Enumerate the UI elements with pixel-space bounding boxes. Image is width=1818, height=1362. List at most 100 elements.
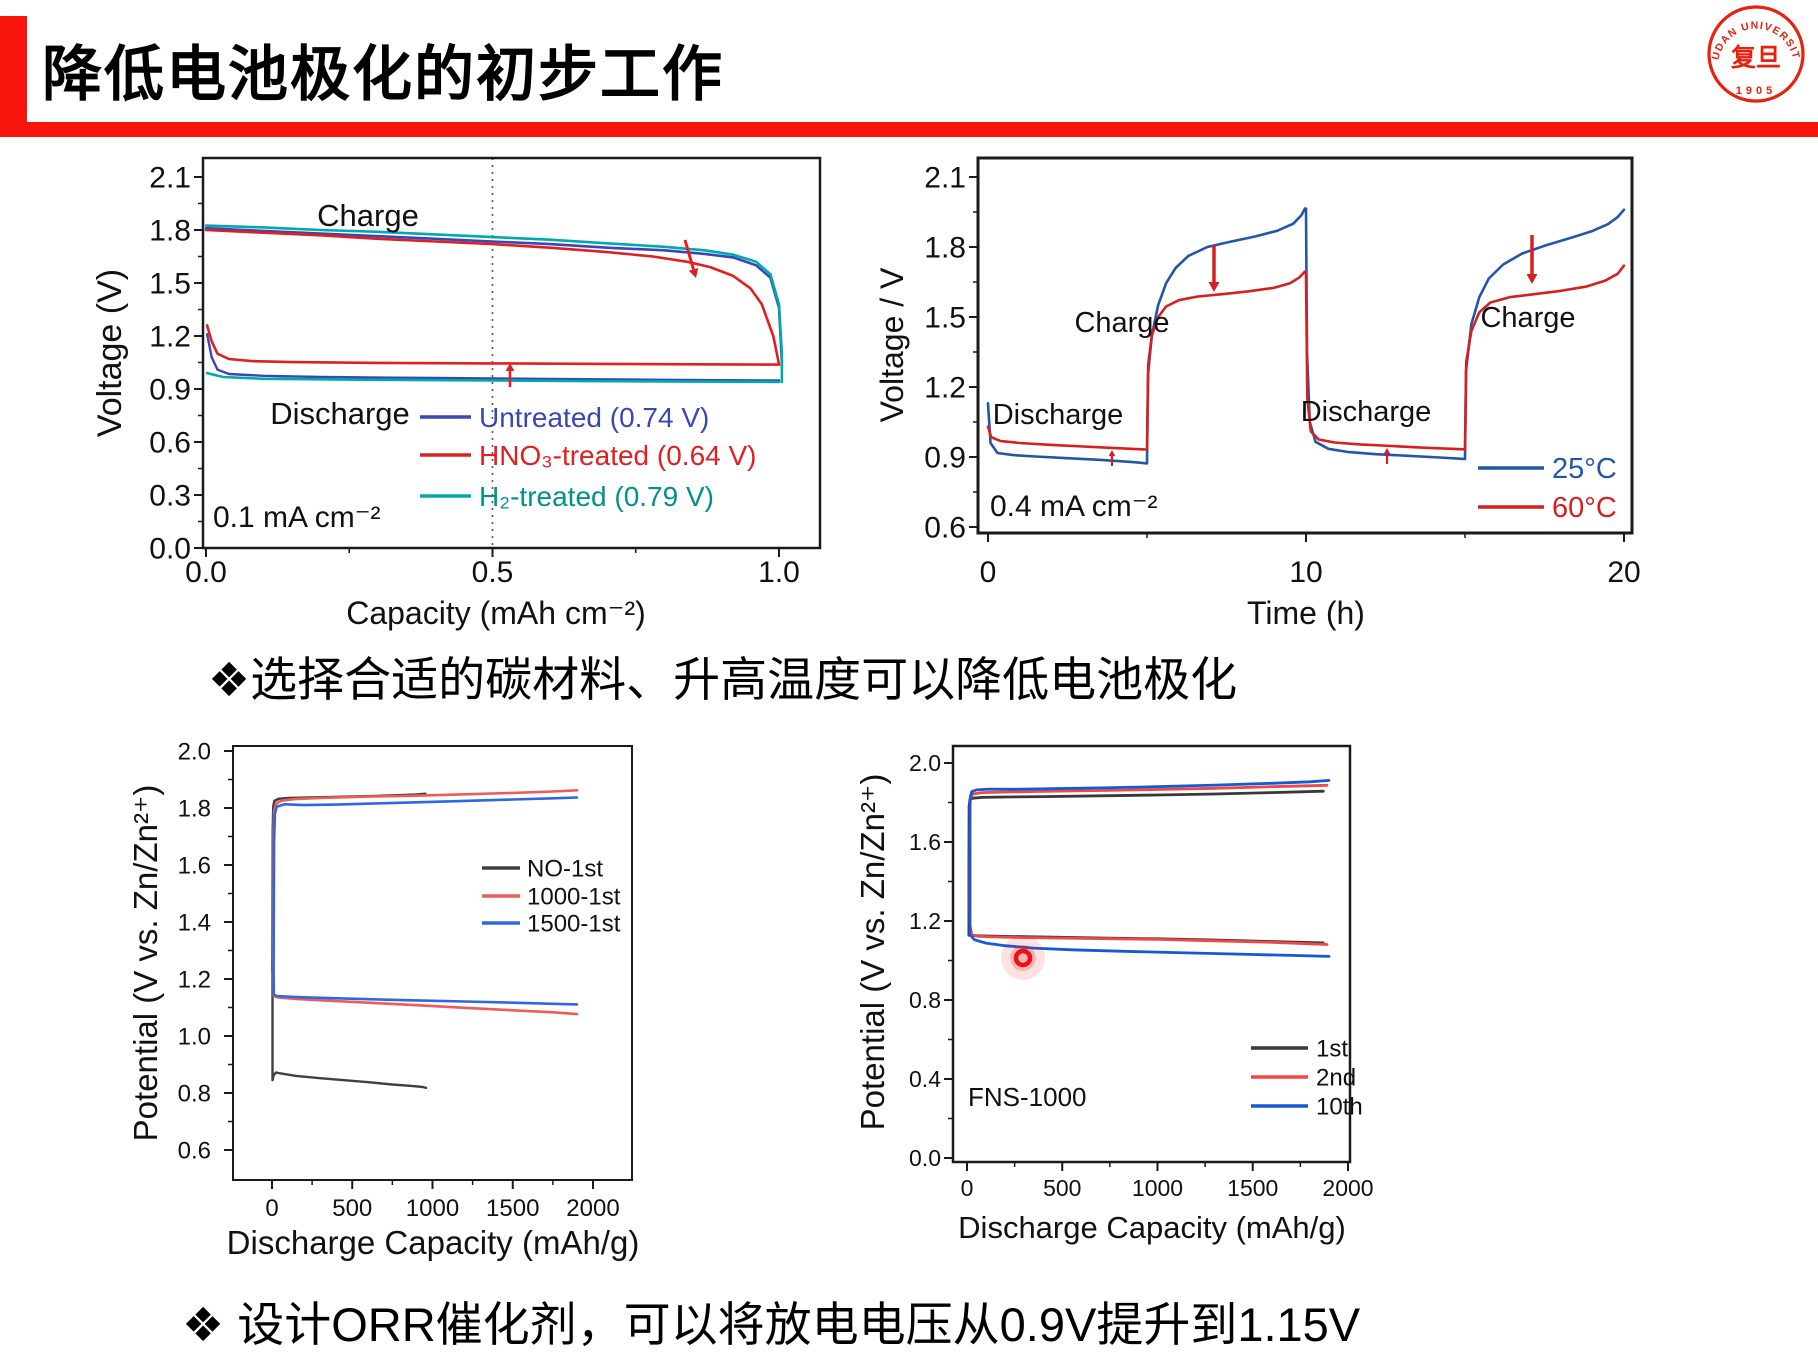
page-title: 降低电池极化的初步工作 bbox=[42, 41, 724, 108]
header-accent-bar bbox=[0, 16, 27, 137]
chart-annotation: FNS-1000 bbox=[968, 1082, 1087, 1112]
svg-text:0.6: 0.6 bbox=[924, 512, 966, 545]
svg-text:Untreated (0.74 V): Untreated (0.74 V) bbox=[479, 402, 709, 433]
chart-annotation: Charge bbox=[1074, 307, 1169, 339]
series-cycle-10th-charge bbox=[968, 779, 1331, 804]
axes: 0.0 0.5 1.0 0.0 0.3 0.6 0.9 1.2 1.5 1.8 2.1 bbox=[149, 162, 800, 590]
chart-annotation: 0.1 mA cm⁻² bbox=[213, 501, 381, 534]
svg-text:2.0: 2.0 bbox=[178, 738, 211, 765]
series-cell-60c bbox=[986, 264, 1626, 451]
bullet-orr-catalyst: ❖ 设计ORR催化剂，可以将放电电压从0.9V提升到1.15V bbox=[182, 1298, 1361, 1351]
svg-text:0.0: 0.0 bbox=[149, 533, 191, 566]
svg-text:1st: 1st bbox=[1316, 1035, 1348, 1062]
svg-text:1.6: 1.6 bbox=[178, 852, 211, 879]
y-axis-label: Potential (V vs. Zn/Zn²⁺) bbox=[127, 785, 164, 1142]
series-1500-1st-discharge bbox=[272, 970, 579, 1006]
chart-discharge-capacity-fns1000: 0 500 1000 1500 2000 0.0 0.4 0.8 1.2 1.6 2.0 Discha… bbox=[854, 744, 1374, 1245]
svg-text:2.0: 2.0 bbox=[909, 750, 941, 776]
svg-text:1.5: 1.5 bbox=[149, 268, 191, 301]
chart-annotation: 0.4 mA cm⁻² bbox=[990, 490, 1158, 523]
series-no-1st-discharge bbox=[271, 969, 428, 1090]
x-axis-label: Discharge Capacity (mAh/g) bbox=[227, 1224, 640, 1261]
chart-annotation: Discharge bbox=[1301, 396, 1432, 428]
svg-text:0: 0 bbox=[265, 1195, 278, 1222]
series-1000-1st-charge bbox=[271, 788, 579, 947]
series-untreated-discharge bbox=[205, 333, 781, 382]
plot-frame bbox=[951, 744, 1352, 1164]
chart-capacity-voltage: 0.0 0.5 1.0 0.0 0.3 0.6 0.9 1.2 1.5 1.8 2.1 Capacit… bbox=[91, 156, 822, 631]
svg-text:1.4: 1.4 bbox=[178, 909, 211, 936]
series-1500-1st-charge bbox=[272, 796, 579, 974]
svg-text:1.2: 1.2 bbox=[924, 372, 966, 405]
y-axis-label: Potential (V vs. Zn/Zn²⁺) bbox=[854, 774, 891, 1131]
svg-text:1.0: 1.0 bbox=[758, 556, 800, 589]
svg-text:1.6: 1.6 bbox=[909, 829, 941, 855]
svg-text:2000: 2000 bbox=[1322, 1175, 1373, 1201]
svg-text:0.4: 0.4 bbox=[909, 1066, 941, 1092]
header-underline bbox=[0, 122, 1818, 137]
logo-outer-ring bbox=[1707, 5, 1805, 103]
svg-text:1.8: 1.8 bbox=[178, 795, 211, 822]
svg-text:0.5: 0.5 bbox=[472, 556, 514, 589]
svg-text:25°C: 25°C bbox=[1552, 453, 1617, 485]
series-untreated-charge bbox=[204, 226, 784, 364]
y-axis-label: Voltage / V bbox=[874, 267, 910, 422]
svg-text:2000: 2000 bbox=[566, 1195, 619, 1222]
svg-text:1.8: 1.8 bbox=[924, 232, 966, 265]
x-axis-label: Discharge Capacity (mAh/g) bbox=[958, 1210, 1346, 1245]
legend: Untreated (0.74 V) HNO₃-treated (0.64 V) H… bbox=[420, 402, 757, 512]
svg-text:0.0: 0.0 bbox=[185, 556, 227, 589]
chart-annotation: Discharge bbox=[270, 396, 410, 431]
legend: 25°C 60°C bbox=[1478, 453, 1617, 524]
svg-text:1.2: 1.2 bbox=[178, 966, 211, 993]
svg-text:0.0: 0.0 bbox=[909, 1145, 941, 1171]
plot-frame bbox=[201, 156, 822, 550]
x-axis-label: Time (h) bbox=[1247, 595, 1365, 631]
chart-annotation: Charge bbox=[317, 198, 419, 233]
axes: 0 500 1000 1500 2000 0.0 0.4 0.8 1.2 1.6 2.0 bbox=[909, 750, 1374, 1201]
svg-text:0.9: 0.9 bbox=[924, 442, 966, 475]
svg-text:0.9: 0.9 bbox=[149, 374, 191, 407]
chart-discharge-capacity-carbons: 0 500 1000 1500 2000 0.6 0.8 1.0 1.2 1.4 1.6 1.8 2.0… bbox=[127, 738, 639, 1261]
svg-text:500: 500 bbox=[332, 1195, 372, 1222]
plot-frame bbox=[232, 745, 633, 1181]
fudan-logo: FUDAN UNIVERSITY 1905 复旦 bbox=[1706, 4, 1805, 103]
svg-text:1500: 1500 bbox=[486, 1195, 539, 1222]
svg-text:10: 10 bbox=[1289, 556, 1322, 589]
svg-text:0.6: 0.6 bbox=[178, 1137, 211, 1164]
svg-text:1000-1st: 1000-1st bbox=[527, 883, 621, 910]
y-axis-label: Voltage (V) bbox=[91, 269, 129, 437]
svg-text:1.8: 1.8 bbox=[149, 215, 191, 248]
svg-text:2nd: 2nd bbox=[1316, 1064, 1356, 1091]
svg-text:1500-1st: 1500-1st bbox=[527, 910, 621, 937]
svg-text:2.1: 2.1 bbox=[924, 162, 966, 195]
series-cycle-1st-charge bbox=[967, 789, 1325, 875]
logo-center-emblem: 复旦 bbox=[1731, 43, 1781, 72]
svg-text:60°C: 60°C bbox=[1552, 492, 1617, 524]
svg-text:1000: 1000 bbox=[1132, 1175, 1183, 1201]
svg-text:0.3: 0.3 bbox=[149, 480, 191, 513]
logo-year: 1905 bbox=[1736, 85, 1776, 97]
svg-text:0: 0 bbox=[961, 1175, 974, 1201]
svg-text:2.1: 2.1 bbox=[149, 162, 191, 195]
series-h2-treated-charge bbox=[204, 224, 784, 384]
svg-text:20: 20 bbox=[1607, 556, 1640, 589]
svg-text:1.2: 1.2 bbox=[909, 908, 941, 934]
svg-text:0: 0 bbox=[980, 556, 997, 589]
svg-text:HNO₃-treated (0.64 V): HNO₃-treated (0.64 V) bbox=[479, 440, 757, 471]
svg-text:1.0: 1.0 bbox=[178, 1023, 211, 1050]
series-no-1st-charge bbox=[271, 792, 427, 972]
svg-text:1000: 1000 bbox=[406, 1195, 459, 1222]
svg-text:500: 500 bbox=[1043, 1175, 1081, 1201]
chart-annotation: Discharge bbox=[993, 399, 1124, 431]
svg-text:0.8: 0.8 bbox=[178, 1080, 211, 1107]
series-hno3-treated-charge bbox=[204, 228, 781, 366]
svg-text:1.2: 1.2 bbox=[149, 321, 191, 354]
axes: 0 500 1000 1500 2000 0.6 0.8 1.0 1.2 1.4 1.6 1.8 2.0 bbox=[178, 738, 620, 1222]
svg-text:0.6: 0.6 bbox=[149, 427, 191, 460]
svg-text:H₂-treated (0.79 V): H₂-treated (0.79 V) bbox=[479, 481, 714, 512]
highlight-marker bbox=[1001, 936, 1045, 980]
